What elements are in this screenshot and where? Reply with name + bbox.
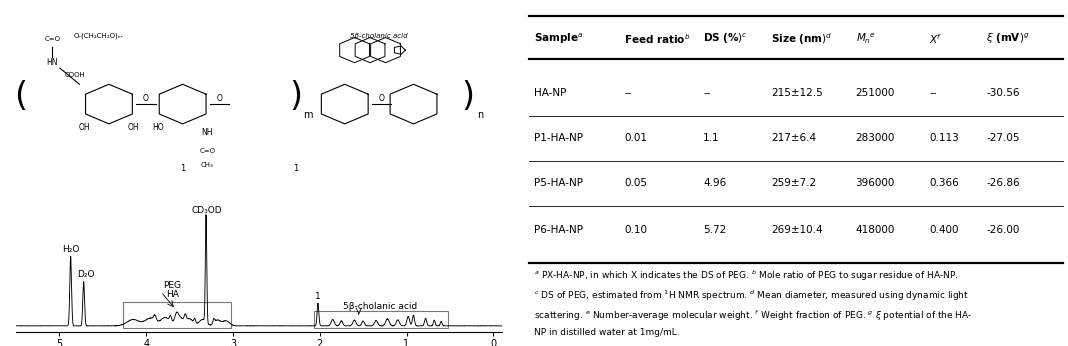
Text: Feed ratio$^b$: Feed ratio$^b$ [624,32,690,46]
Text: CH₃: CH₃ [201,162,214,168]
Text: 0.05: 0.05 [624,179,647,188]
Text: 259±7.2: 259±7.2 [771,179,816,188]
Text: 0.400: 0.400 [929,225,959,235]
Text: --: -- [624,89,631,98]
Text: O: O [143,94,148,103]
Text: 283000: 283000 [855,134,895,143]
Text: HA-NP: HA-NP [534,89,567,98]
Text: OH: OH [128,123,139,132]
Text: --: -- [703,89,710,98]
Text: 0.113: 0.113 [929,134,959,143]
Text: C=O: C=O [200,148,215,154]
Text: scattering. $^e$ Number-average molecular weight. $^f$ Weight fraction of PEG. $: scattering. $^e$ Number-average molecula… [534,308,973,323]
Text: $\mathit{X}$$^f$: $\mathit{X}$$^f$ [929,32,942,46]
Text: Size (nm$)^d$: Size (nm$)^d$ [771,31,833,47]
Text: P5-HA-NP: P5-HA-NP [534,179,583,188]
Text: P1-HA-NP: P1-HA-NP [534,134,583,143]
Text: $\xi$ (mV$)^g$: $\xi$ (mV$)^g$ [987,31,1030,46]
Text: 251000: 251000 [855,89,895,98]
Text: HN: HN [47,58,58,67]
Text: HA: HA [167,290,179,299]
Text: $M_n$$^e$: $M_n$$^e$ [855,31,876,46]
Text: 217±6.4: 217±6.4 [771,134,816,143]
Text: 269±10.4: 269±10.4 [771,225,822,235]
Text: COOH: COOH [64,72,85,78]
Text: OH: OH [79,123,90,132]
Text: O: O [379,94,384,103]
Text: 418000: 418000 [855,225,895,235]
Text: ): ) [461,80,474,113]
Bar [123,302,232,328]
Text: (: ( [14,80,27,113]
Text: Sample$^a$: Sample$^a$ [534,31,583,46]
Text: -30.56: -30.56 [987,89,1020,98]
Text: 5.72: 5.72 [703,225,726,235]
Text: $^a$ PX-HA-NP, in which X indicates the DS of PEG. $^b$ Mole ratio of PEG to sug: $^a$ PX-HA-NP, in which X indicates the … [534,268,959,283]
Text: 5β-cholanic acid: 5β-cholanic acid [343,302,418,311]
Text: O-(CH₂CH₂O)ₙ-: O-(CH₂CH₂O)ₙ- [74,33,124,39]
Text: 0.01: 0.01 [624,134,647,143]
Text: 0.10: 0.10 [624,225,647,235]
Bar [314,311,449,328]
Text: D₂O: D₂O [77,270,94,279]
Text: NP in distilled water at 1mg/mL.: NP in distilled water at 1mg/mL. [534,328,680,337]
Text: 1: 1 [180,164,185,173]
Text: m: m [303,110,313,120]
Text: HO: HO [153,123,163,132]
Text: NH: NH [202,128,213,137]
Text: 4.96: 4.96 [703,179,726,188]
Text: CD₃OD: CD₃OD [191,206,222,215]
Text: 1: 1 [315,292,320,301]
Text: --: -- [929,89,937,98]
Text: -26.00: -26.00 [987,225,1020,235]
Text: 5β-cholanic acid: 5β-cholanic acid [350,33,408,39]
Text: DS (%$)^c$: DS (%$)^c$ [703,31,748,46]
Text: ): ) [289,80,302,113]
Text: 215±12.5: 215±12.5 [771,89,823,98]
Text: 0.366: 0.366 [929,179,959,188]
Text: P6-HA-NP: P6-HA-NP [534,225,583,235]
Text: 1.1: 1.1 [703,134,720,143]
Text: 1: 1 [293,164,298,173]
Text: C=O: C=O [45,36,61,42]
Text: $^c$ DS of PEG, estimated from $^1$H NMR spectrum. $^d$ Mean diameter, measured : $^c$ DS of PEG, estimated from $^1$H NMR… [534,288,970,303]
Text: -26.86: -26.86 [987,179,1020,188]
Text: H₂O: H₂O [62,245,79,254]
Text: 396000: 396000 [855,179,895,188]
Text: O: O [217,94,222,103]
Text: n: n [476,110,483,120]
Text: -27.05: -27.05 [987,134,1020,143]
Text: PEG: PEG [163,281,182,290]
